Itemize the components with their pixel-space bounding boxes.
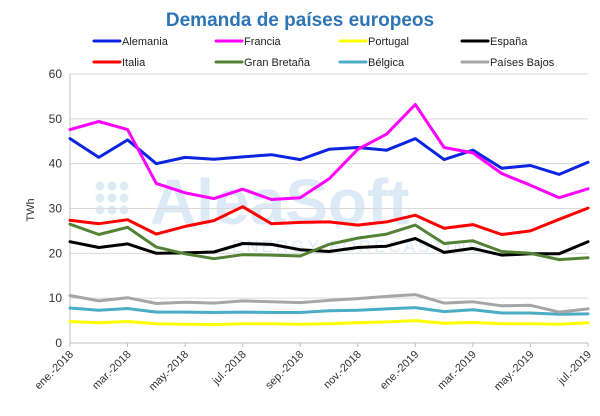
x-tick-label: may.-2019 <box>492 349 537 394</box>
y-axis-ticks: 0 10 20 30 40 50 60 <box>49 67 63 350</box>
x-tick-label: jul.-2018 <box>210 349 249 388</box>
series-line-bélgica <box>68 306 590 316</box>
legend-item: Italia <box>92 57 146 69</box>
legend-item: España <box>460 36 528 48</box>
x-tick-label: sep.-2018 <box>263 349 306 392</box>
axes <box>69 74 588 344</box>
x-tick-label: may.-2018 <box>147 349 192 394</box>
legend-item: Francia <box>214 36 282 48</box>
legend-item: Gran Bretaña <box>214 57 311 69</box>
series-line-francia <box>68 103 590 201</box>
x-tick-label: ene.-2018 <box>33 349 77 393</box>
series-line-países-bajos <box>68 293 590 314</box>
legend-label: Países Bajos <box>490 57 555 69</box>
x-tick-label: mar.-2018 <box>90 349 134 393</box>
y-tick-label: 40 <box>49 157 63 171</box>
series-line-italia <box>68 205 590 236</box>
y-tick-label: 0 <box>55 336 62 350</box>
legend-item: Alemania <box>92 36 169 48</box>
y-tick-label: 60 <box>49 67 63 81</box>
legend-item: Bélgica <box>338 57 405 69</box>
legend-item: Países Bajos <box>460 57 555 69</box>
y-tick-label: 20 <box>49 246 63 260</box>
series-line-españa <box>68 237 590 257</box>
x-tick-label: mar.-2019 <box>436 349 480 393</box>
y-tick-label: 10 <box>49 291 63 305</box>
legend-label: Alemania <box>122 36 169 48</box>
legend-label: Bélgica <box>368 57 405 69</box>
y-tick-label: 50 <box>49 112 63 126</box>
legend-item: Portugal <box>338 36 409 48</box>
chart-title: Demanda de países europeos <box>166 10 434 31</box>
x-axis-ticks: ene.-2018 mar.-2018 may.-2018 jul.-2018 sep.… <box>33 343 594 394</box>
series-line-portugal <box>68 319 590 327</box>
legend-label: Gran Bretaña <box>244 57 311 69</box>
x-tick-label: jul.-2019 <box>555 349 594 388</box>
series-line-gran-bretaña <box>68 222 590 262</box>
legend-label: España <box>490 36 528 48</box>
x-tick-label: ene.-2019 <box>378 349 422 393</box>
legend-label: Italia <box>122 57 146 69</box>
y-axis-label: TWh <box>25 198 37 221</box>
svg-text:AleaSoft: AleaSoft <box>150 166 410 238</box>
legend-label: Francia <box>244 36 282 48</box>
y-tick-label: 30 <box>49 202 63 216</box>
legend-label: Portugal <box>368 36 409 48</box>
series-lines <box>68 103 590 327</box>
x-tick-label: nov.-2018 <box>321 349 364 392</box>
legend: Alemania Francia Portugal España Italia Gran … <box>92 36 555 69</box>
series-line-alemania <box>68 137 590 176</box>
